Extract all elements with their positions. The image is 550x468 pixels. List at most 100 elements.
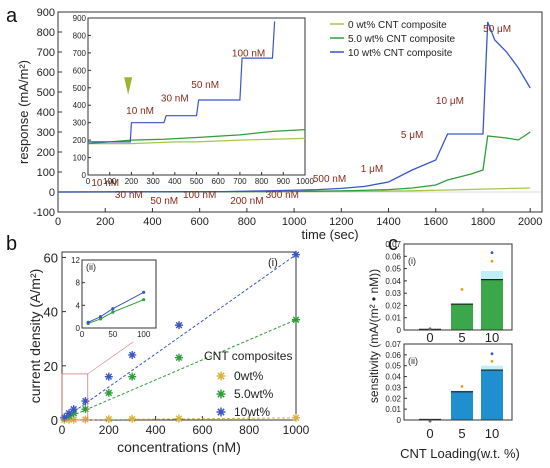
data-point-b-2 (81, 397, 90, 406)
data-point-b-1 (69, 409, 78, 418)
data-point-b-0 (175, 414, 183, 423)
annotation-a: 300 nM (266, 190, 299, 201)
inset-x-tick-label-b: 0 (80, 330, 85, 339)
legend-label-b: 0wt% (234, 369, 264, 383)
y-tick-label-c: 0.05 (385, 362, 401, 371)
y-tick-label-c: 0.01 (385, 405, 401, 414)
arrow-marker-icon (124, 77, 133, 95)
legend-label-b: 10wt% (234, 405, 270, 419)
x-axis-label-b: concentrations (nM) (117, 439, 241, 455)
inset-annotation-a: 10 nM (126, 106, 154, 117)
inset-point-b-1 (111, 307, 115, 311)
replicate-dot-c (490, 359, 494, 363)
data-point-b-1 (81, 405, 90, 414)
category-label-c: 0 (426, 426, 433, 441)
legend-marker-b (216, 407, 226, 417)
x-tick-label-b: 600 (192, 423, 212, 437)
inset-y-tick-label-b: 8 (76, 279, 81, 288)
data-point-b-2 (128, 350, 137, 359)
x-tick-label-b: 200 (99, 423, 119, 437)
y-tick-label-c: 0.04 (385, 373, 401, 382)
data-point-b-2 (104, 372, 113, 381)
data-point-b-2 (69, 405, 78, 414)
y-tick-label-c: 0.03 (385, 289, 401, 298)
y-tick-label-c: 0.02 (385, 394, 401, 403)
data-point-b-2 (65, 409, 74, 418)
inset-y-tick-label-a: 100 (73, 154, 87, 163)
inset-x-tick-label-a: 800 (255, 177, 269, 186)
annotation-a: 50 nM (150, 196, 178, 207)
inset-x-tick-label-a: 300 (146, 177, 160, 186)
x-tick-label-a: 400 (143, 216, 161, 228)
inset-x-tick-label-a: 700 (233, 177, 247, 186)
inset-x-tick-label-a: 900 (277, 177, 291, 186)
inset-y-tick-label-a: 600 (73, 66, 87, 75)
inset-frame-b (81, 259, 157, 329)
inset-annotation-a: 30 nM (161, 94, 189, 105)
replicate-dot-c (428, 419, 432, 423)
inset-x-tick-label-b: 50 (108, 330, 117, 339)
inset-x-tick-label-a: 1000 (296, 177, 314, 186)
y-tick-label-c: 0.03 (385, 383, 401, 392)
legend-label-a: 10 wt% CNT composite (348, 48, 453, 59)
y-tick-label-b: 40 (44, 305, 58, 320)
y-tick-label-a: -100 (33, 207, 55, 219)
y-tick-label-a: 800 (37, 27, 55, 39)
data-point-b-2 (175, 321, 183, 330)
data-point-b-0 (128, 414, 137, 423)
inset-y-tick-label-a: 800 (73, 31, 87, 40)
inset-x-tick-label-a: 0 (86, 177, 91, 186)
annotation-a: 1 μM (361, 164, 383, 175)
y-tick-label-b: 60 (44, 250, 58, 265)
replicate-dot-c (428, 327, 432, 331)
data-point-b-1 (128, 372, 137, 381)
inset-y-tick-label-a: 0 (82, 171, 87, 180)
x-axis-label-a: time (sec) (301, 227, 358, 242)
inset-x-tick-label-a: 200 (125, 177, 139, 186)
inset-series-line-a-2 (88, 21, 276, 143)
replicate-dot-c (460, 384, 464, 388)
y-tick-label-b: 20 (44, 359, 58, 374)
inset-y-tick-label-a: 500 (73, 84, 87, 93)
x-tick-label-b: 0 (59, 423, 66, 437)
y-axis-label-a: response (mA/m²) (16, 60, 31, 164)
y-tick-label-c: 0.02 (385, 301, 401, 310)
x-tick-label-a: 1200 (329, 216, 353, 228)
annotation-a: 30 nM (115, 190, 143, 201)
panel-label-b: b (6, 233, 17, 255)
inset-annotation-a: 100 nM (232, 48, 265, 59)
inset-y-tick-label-a: 700 (73, 49, 87, 58)
category-label-c-upper: 10 (485, 330, 499, 345)
inset-point-b-1 (98, 315, 103, 319)
y-tick-label-c: 0.01 (385, 314, 401, 323)
subplot-tag-c: (ii) (408, 356, 418, 366)
y-tick-label-c: 0.07 (385, 240, 401, 249)
panel-label-c: c (388, 233, 398, 255)
inset-point-b-0 (98, 317, 103, 321)
data-point-b-0 (81, 415, 90, 424)
y-tick-label-a: 600 (37, 67, 55, 79)
x-tick-label-a: 200 (96, 216, 114, 228)
series-line-a-2 (57, 21, 531, 193)
inset-point-b-0 (142, 298, 146, 302)
data-point-b-1 (292, 315, 300, 324)
y-tick-label-b: 0 (51, 413, 58, 428)
annotation-a: 5 μM (401, 130, 423, 141)
data-point-b-2 (60, 413, 69, 422)
inset-series-line-a-0 (88, 137, 306, 145)
category-label-c: 5 (458, 426, 465, 441)
y-tick-label-a: 400 (37, 107, 55, 119)
annotation-a: 10 nM (91, 178, 119, 189)
fit-line-b-1 (61, 319, 297, 421)
x-tick-label-a: 0 (55, 216, 61, 228)
inset-tag-b: (ii) (86, 262, 96, 272)
y-tick-label-a: 700 (37, 47, 55, 59)
x-tick-label-a: 800 (238, 216, 256, 228)
inset-y-tick-label-b: 4 (76, 301, 81, 310)
bar-c (481, 279, 503, 330)
inset-x-tick-label-a: 400 (168, 177, 182, 186)
y-tick-label-a: 0 (49, 187, 55, 199)
data-point-b-0 (69, 415, 78, 424)
panel-c: sensitivity (mA/(m² • nM)) CNT Loading(w.… (367, 240, 520, 461)
